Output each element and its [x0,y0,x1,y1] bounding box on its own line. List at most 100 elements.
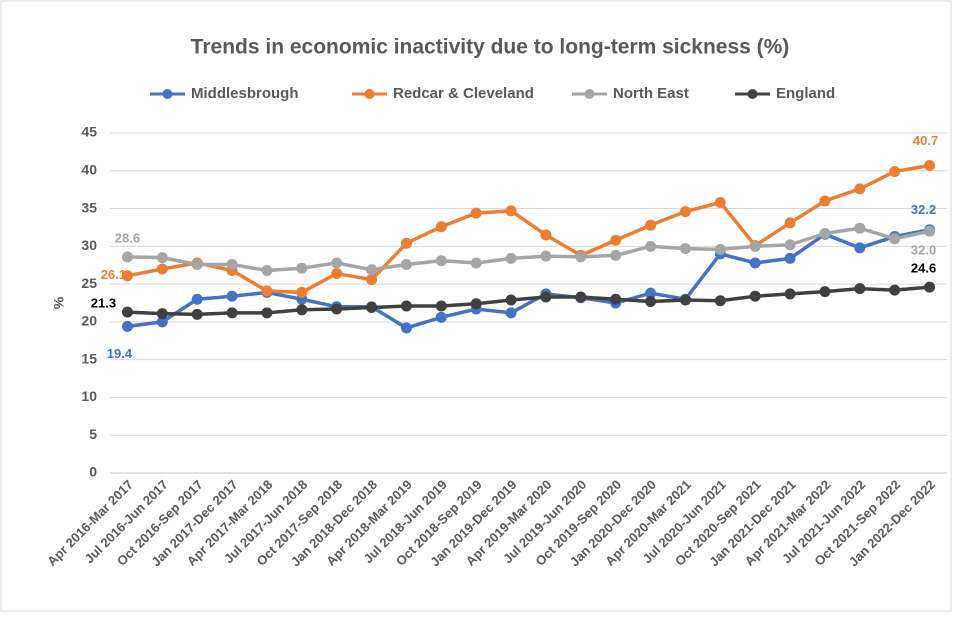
legend-marker [162,89,173,99]
legend-label: Redcar & Cleveland [393,85,534,102]
data-point [366,302,378,314]
legend-marker [747,89,758,99]
data-point [331,257,343,269]
data-point [610,249,622,261]
data-point [331,268,343,280]
data-point [156,252,168,264]
data-point [540,291,552,303]
data-point [924,159,936,171]
data-point [156,308,168,320]
data-point [156,263,168,275]
series-line [127,285,930,317]
data-point [924,225,936,237]
series-line [127,163,930,295]
data-point [505,294,517,306]
data-point [679,206,691,218]
legend-label: England [776,85,835,102]
data-point [819,227,831,239]
legend-label: Middlesbrough [191,85,299,102]
data-point [435,255,447,267]
data-point [470,257,482,269]
data-point [854,183,866,195]
data-point [610,234,622,246]
data-point [261,285,273,297]
data-point [575,251,587,263]
data-point [261,307,273,319]
data-point [749,290,761,302]
data-point [784,217,796,229]
data-label: 21.3 [91,296,116,311]
data-point [435,300,447,312]
data-point [261,265,273,277]
data-point [610,293,622,305]
data-point [679,243,691,255]
chart-title: Trends in economic inactivity due to lon… [191,36,790,59]
data-point [714,243,726,255]
data-label: 40.7 [913,133,938,148]
data-point [470,207,482,219]
data-point [400,300,412,312]
data-point [645,219,657,231]
data-point [435,221,447,233]
y-axis-label: % [51,296,67,309]
data-point [889,166,901,178]
data-point [819,286,831,298]
data-point [331,303,343,315]
data-point [121,270,133,282]
data-point [749,257,761,269]
data-point [121,306,133,318]
data-point [575,291,587,303]
data-point [714,197,726,209]
y-tick-label: 30 [81,237,97,253]
y-tick-label: 0 [89,464,97,480]
series-line [127,227,930,330]
data-point [435,311,447,323]
data-label: 26.1 [101,267,126,282]
data-point [296,286,308,298]
data-point [784,288,796,300]
data-point [819,195,831,207]
data-point [366,274,378,286]
data-point [400,258,412,270]
data-point [226,290,238,302]
y-tick-label: 5 [89,426,97,442]
data-point [296,262,308,274]
data-point [924,281,936,293]
data-point [296,304,308,316]
data-point [191,258,203,270]
y-tick-label: 25 [81,275,97,291]
data-label: 24.6 [911,261,936,276]
data-point [854,283,866,295]
legend-marker [364,89,375,99]
data-point [470,298,482,310]
data-point [854,222,866,234]
data-point [889,284,901,296]
data-point [505,205,517,217]
y-tick-label: 10 [81,388,97,404]
data-point [784,239,796,251]
y-tick-label: 35 [81,199,97,215]
data-point [749,240,761,252]
series-line [127,226,930,273]
y-tick-label: 20 [81,313,97,329]
y-tick-label: 45 [81,124,97,140]
data-point [645,240,657,252]
data-point [505,307,517,319]
data-point [400,322,412,334]
data-point [854,242,866,254]
data-label: 32.2 [911,202,936,217]
data-point [226,307,238,319]
data-point [889,233,901,245]
data-label: 19.4 [107,346,133,361]
data-point [191,293,203,305]
data-point [679,294,691,306]
data-point [121,320,133,332]
data-label: 28.6 [115,230,140,245]
data-label: 32.0 [911,243,936,258]
y-tick-label: 40 [81,161,97,177]
data-point [366,264,378,276]
data-point [540,229,552,241]
y-tick-label: 15 [81,350,97,366]
data-point [121,251,133,263]
